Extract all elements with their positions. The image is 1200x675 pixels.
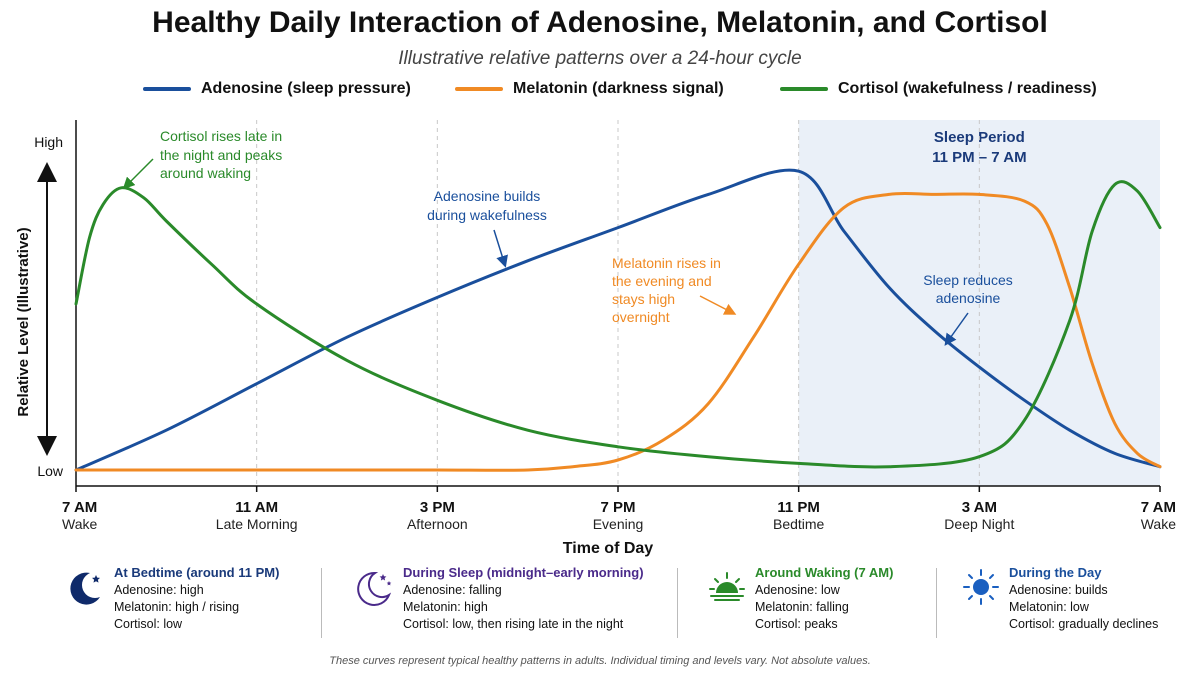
panel-sleep-row-2: Melatonin: high — [403, 600, 488, 614]
chart-plot: Sleep Period 11 PM – 7 AM High Low Relat… — [15, 120, 1176, 557]
x-tick-label: Bedtime — [773, 516, 825, 532]
x-tick-label: Wake — [1141, 516, 1176, 532]
annotation-cortisol-arrow — [122, 158, 154, 190]
annotation-melatonin-line-4: overnight — [612, 309, 670, 325]
x-tick-label: Evening — [593, 516, 644, 532]
panel-bedtime-heading: At Bedtime (around 11 PM) — [114, 565, 280, 580]
x-tick-time: 3 PM — [420, 499, 455, 516]
annotation-cortisol-line-1: Cortisol rises late in — [160, 128, 282, 144]
legend-label-melatonin: Melatonin (darkness signal) — [513, 80, 724, 97]
series-lines — [74, 168, 1162, 472]
moon-star-icon — [70, 572, 100, 605]
moon-stars-outline-icon — [357, 571, 392, 606]
panel-sleep-row-3: Cortisol: low, then rising late in the n… — [403, 617, 624, 631]
x-tick-time: 11 AM — [235, 499, 278, 516]
y-tick-high: High — [34, 134, 63, 150]
annotation-sleep-reduces-arrow — [944, 312, 969, 346]
series-line-melatonin — [74, 191, 1162, 472]
footer-note: These curves represent typical healthy p… — [329, 655, 871, 667]
chart-title: Healthy Daily Interaction of Adenosine, … — [152, 6, 1048, 39]
panel-divider — [321, 568, 322, 638]
panel-waking: Around Waking (7 AM) Adenosine: low Mela… — [709, 565, 894, 645]
annotation-adenosine-builds-line-2: during wakefulness — [427, 207, 547, 223]
chart-subtitle: Illustrative relative patterns over a 24… — [398, 48, 802, 69]
panel-day-heading: During the Day — [1009, 565, 1102, 580]
panel-divider — [677, 568, 678, 638]
x-tick-time: 11 PM — [777, 499, 820, 516]
panel-waking-row-3: Cortisol: peaks — [755, 617, 838, 631]
annotation-melatonin-line-2: the evening and — [612, 273, 712, 289]
panel-bedtime: At Bedtime (around 11 PM) Adenosine: hig… — [70, 565, 280, 645]
panel-sleep-heading: During Sleep (midnight–early morning) — [403, 565, 644, 580]
legend-item-melatonin: Melatonin (darkness signal) — [455, 80, 724, 98]
legend: Adenosine (sleep pressure) Melatonin (da… — [0, 80, 1200, 104]
panel-day-row-3: Cortisol: gradually declines — [1009, 617, 1159, 631]
annotation-cortisol: Cortisol rises late in the night and pea… — [122, 128, 282, 190]
x-tick-time: 3 AM — [962, 499, 997, 516]
x-tick-label: Afternoon — [407, 516, 468, 532]
annotation-sleep-reduces-line-2: adenosine — [936, 290, 1001, 306]
annotation-sleep-reduces-line-1: Sleep reduces — [923, 272, 1013, 288]
panel-bedtime-row-2: Melatonin: high / rising — [114, 600, 240, 614]
panel-day-row-2: Melatonin: low — [1009, 600, 1089, 614]
annotation-melatonin-line-1: Melatonin rises in — [612, 255, 721, 271]
panel-sleep-row-1: Adenosine: falling — [403, 583, 502, 597]
panel-waking-row-1: Adenosine: low — [755, 583, 840, 597]
x-axis-label: Time of Day — [563, 540, 654, 557]
legend-swatch-cortisol — [780, 87, 828, 91]
x-tick-label: Deep Night — [944, 516, 1014, 532]
sunrise-icon — [709, 572, 745, 601]
legend-label-adenosine: Adenosine (sleep pressure) — [201, 80, 411, 97]
x-tick-time: 7 AM — [62, 499, 97, 516]
y-tick-low: Low — [37, 463, 64, 479]
annotation-melatonin: Melatonin rises in the evening and stays… — [612, 255, 737, 325]
panel-bedtime-row-1: Adenosine: high — [114, 583, 204, 597]
annotation-adenosine-builds: Adenosine builds during wakefulness — [427, 188, 547, 268]
legend-item-cortisol: Cortisol (wakefulness / readiness) — [780, 80, 1097, 98]
legend-label-cortisol: Cortisol (wakefulness / readiness) — [838, 80, 1097, 97]
legend-swatch-adenosine — [143, 87, 191, 91]
series-line-adenosine — [74, 168, 1162, 472]
x-tick-time: 7 PM — [600, 499, 635, 516]
legend-item-adenosine: Adenosine (sleep pressure) — [143, 80, 411, 98]
annotation-cortisol-line-2: the night and peaks — [160, 147, 282, 163]
grid-lines — [256, 120, 980, 486]
sun-icon — [963, 569, 999, 605]
x-tick-label: Late Morning — [216, 516, 298, 532]
sleep-period-range: 11 PM – 7 AM — [932, 149, 1026, 166]
annotation-adenosine-builds-line-1: Adenosine builds — [434, 188, 541, 204]
panel-day-row-1: Adenosine: builds — [1009, 583, 1108, 597]
annotation-cortisol-line-3: around waking — [160, 165, 251, 181]
legend-swatch-melatonin — [455, 87, 503, 91]
panel-divider — [936, 568, 937, 638]
panel-sleep: During Sleep (midnight–early morning) Ad… — [357, 565, 644, 645]
annotation-melatonin-arrow — [699, 295, 737, 315]
panel-waking-heading: Around Waking (7 AM) — [755, 565, 894, 580]
annotation-adenosine-builds-arrow — [493, 229, 508, 268]
series-line-cortisol — [74, 180, 1162, 469]
x-tick-label: Wake — [62, 516, 97, 532]
annotation-melatonin-line-3: stays high — [612, 291, 675, 307]
annotation-sleep-reduces: Sleep reduces adenosine — [923, 272, 1013, 346]
y-axis-label: Relative Level (Illustrative) — [15, 227, 32, 416]
panel-day: During the Day Adenosine: builds Melaton… — [963, 565, 1159, 645]
panel-bedtime-row-3: Cortisol: low — [114, 617, 183, 631]
x-tick-time: 7 AM — [1141, 499, 1176, 516]
panel-waking-row-2: Melatonin: falling — [755, 600, 849, 614]
